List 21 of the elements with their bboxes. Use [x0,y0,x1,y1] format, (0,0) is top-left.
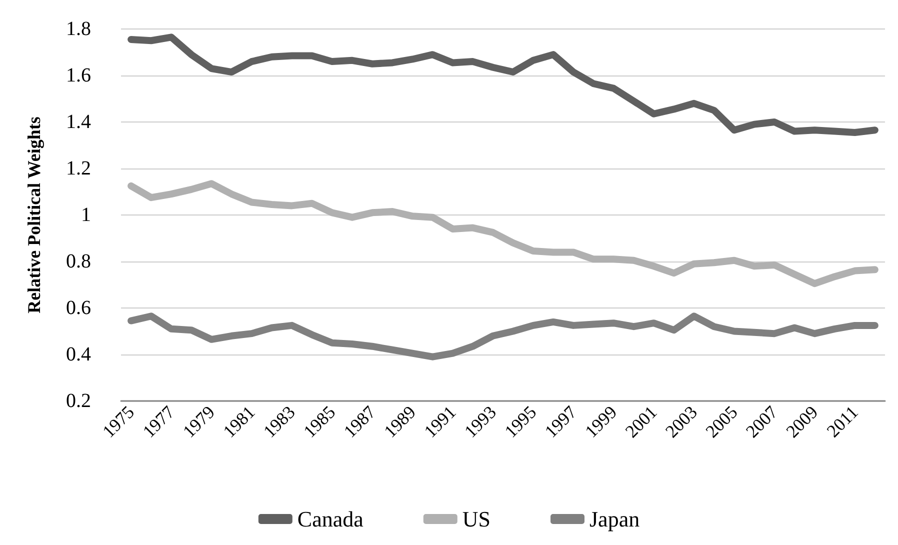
x-tick-label: 1979 [178,402,219,442]
y-tick-label: 1.8 [66,18,91,40]
legend-label: Japan [590,506,640,532]
y-tick-label: 0.4 [66,344,91,366]
legend-label: US [462,506,490,532]
y-tick-label: 1.2 [66,158,91,180]
y-tick-label: 0.8 [66,250,91,272]
x-tick-label: 1981 [219,402,259,442]
x-tick-label: 2011 [822,402,862,442]
x-tick-label: 1989 [380,402,420,442]
legend-label: Canada [297,506,364,532]
x-tick-label: 2001 [621,402,661,442]
x-tick-label: 1991 [420,402,460,442]
y-tick-label: 0.2 [66,390,91,412]
x-tick-label: 1983 [259,402,299,442]
y-tick-label: 0.6 [66,297,91,319]
y-tick-label: 1 [81,204,91,226]
y-tick-label: 1.6 [66,64,91,86]
x-tick-label: 1999 [581,402,621,442]
y-tick-label: 1.4 [66,111,91,133]
y-axis-title: Relative Political Weights [24,116,44,314]
